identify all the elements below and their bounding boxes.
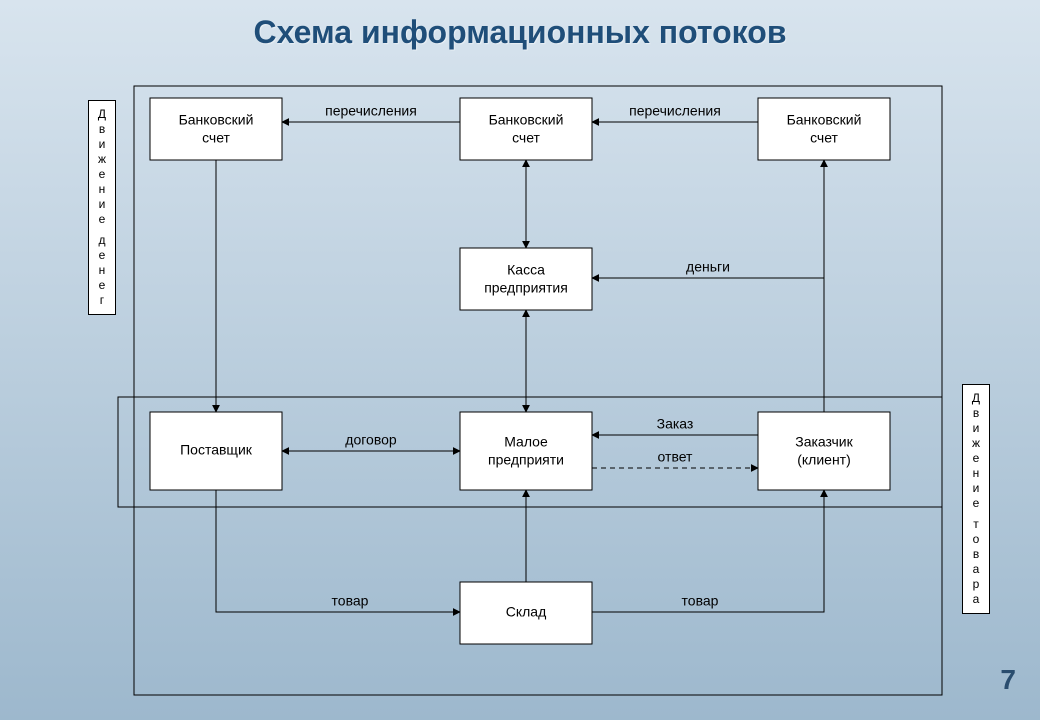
edge-label-9: ответ [658,449,693,465]
edge-label-7: договор [345,432,397,448]
node-label-bank2: счет [512,130,540,146]
edge-label-8: Заказ [657,416,694,432]
node-label-bank3: счет [810,130,838,146]
node-label-bank1: Банковский [179,112,254,128]
node-label-kassa: предприятия [484,280,568,296]
edge-label-11: товар [332,593,369,609]
page-number: 7 [1000,664,1016,696]
node-label-small: Малое [504,434,548,450]
slide: Схема информационных потоков Движениеден… [0,0,1040,720]
edge-label-12: товар [682,593,719,609]
node-label-bank1: счет [202,130,230,146]
node-label-small: предприяти [488,452,564,468]
node-label-sklad: Склад [506,604,547,620]
node-label-customer: Заказчик [795,434,853,450]
edge-label-1: перечисления [629,103,721,119]
node-label-customer: (клиент) [797,452,851,468]
node-label-bank3: Банковский [787,112,862,128]
edge-label-5: деньги [686,259,730,275]
node-label-bank2: Банковский [489,112,564,128]
edge-label-0: перечисления [325,103,417,119]
node-label-kassa: Касса [507,262,545,278]
node-label-supplier: Поставщик [180,442,253,458]
flowchart: перечисления перечисления деньги договор Зак… [0,0,1040,720]
